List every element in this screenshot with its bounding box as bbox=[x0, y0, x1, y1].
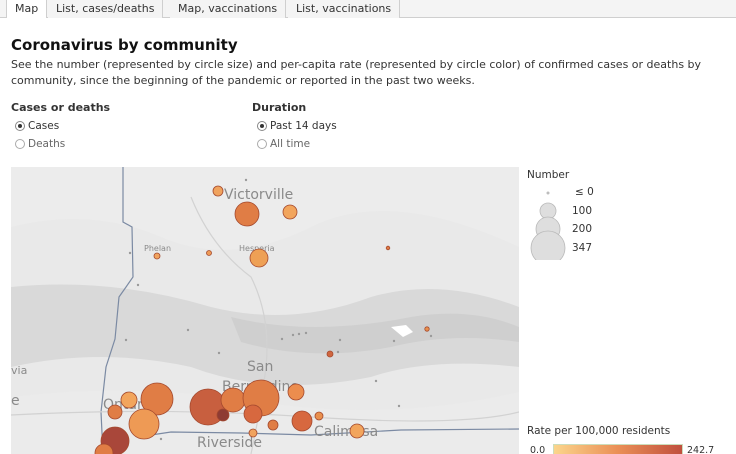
radio-cases-label: Cases bbox=[28, 120, 60, 132]
place-label: San bbox=[247, 359, 273, 375]
zero-case-points bbox=[124, 178, 433, 441]
community-circle[interactable] bbox=[249, 248, 269, 268]
tab-map[interactable]: Map bbox=[6, 0, 48, 18]
community-point[interactable] bbox=[336, 350, 340, 354]
community-point[interactable] bbox=[186, 328, 190, 332]
radio-past-14-days[interactable]: Past 14 days bbox=[255, 119, 337, 133]
community-point[interactable] bbox=[280, 337, 284, 341]
community-point[interactable] bbox=[429, 334, 433, 338]
community-circle[interactable] bbox=[220, 387, 246, 413]
community-circle[interactable] bbox=[212, 185, 224, 197]
radio-selected-icon bbox=[257, 121, 267, 131]
radio-deaths-label: Deaths bbox=[28, 138, 66, 150]
community-circle[interactable] bbox=[94, 443, 114, 454]
community-circle[interactable] bbox=[107, 404, 123, 420]
community-point[interactable] bbox=[297, 332, 301, 336]
radio-all-time[interactable]: All time bbox=[255, 137, 310, 151]
terrain-shade bbox=[11, 167, 519, 250]
radio-all-time-label: All time bbox=[270, 138, 311, 150]
page-title: Coronavirus by community bbox=[11, 36, 238, 54]
community-circle[interactable] bbox=[153, 252, 161, 260]
community-circle[interactable] bbox=[140, 382, 174, 416]
community-circle[interactable] bbox=[349, 423, 365, 439]
number-legend-title: Number bbox=[527, 169, 570, 181]
community-circle[interactable] bbox=[234, 201, 260, 227]
radio-cases[interactable]: Cases bbox=[13, 119, 59, 133]
rate-color-scale bbox=[553, 444, 683, 454]
community-circle[interactable] bbox=[128, 408, 160, 440]
place-label: Victorville bbox=[224, 187, 293, 203]
place-label: via bbox=[11, 364, 27, 377]
mountain-ridge bbox=[231, 313, 519, 354]
radio-unselected-icon bbox=[257, 139, 267, 149]
community-point[interactable] bbox=[124, 338, 128, 342]
community-circle[interactable] bbox=[206, 250, 212, 256]
community-circle[interactable] bbox=[291, 410, 313, 432]
tab-bar: Map List, cases/deaths Map, vaccinations… bbox=[0, 0, 736, 18]
community-point[interactable] bbox=[338, 338, 342, 342]
map-canvas: Victorville Phelan Hesperia San Bernardi… bbox=[11, 167, 519, 454]
tab-list-vaccinations[interactable]: List, vaccinations bbox=[288, 0, 401, 18]
radio-deaths[interactable]: Deaths bbox=[13, 137, 65, 151]
place-label: Calimesa bbox=[314, 424, 378, 440]
community-circle[interactable] bbox=[282, 204, 298, 220]
radio-unselected-icon bbox=[15, 139, 25, 149]
tab-list-cases-deaths[interactable]: List, cases/deaths bbox=[48, 0, 164, 18]
community-circle[interactable] bbox=[120, 391, 138, 409]
community-point[interactable] bbox=[128, 251, 132, 255]
place-label: Phelan bbox=[144, 244, 171, 253]
legend-circle-icon bbox=[530, 230, 566, 260]
community-circle[interactable] bbox=[216, 408, 230, 422]
county-line bbox=[100, 167, 134, 454]
community-circle[interactable] bbox=[385, 245, 391, 251]
community-point[interactable] bbox=[159, 437, 163, 441]
community-point[interactable] bbox=[392, 339, 396, 343]
community-circle[interactable] bbox=[287, 383, 305, 401]
community-map[interactable]: Victorville Phelan Hesperia San Bernardi… bbox=[11, 167, 519, 454]
page-description: See the number (represented by circle si… bbox=[11, 58, 702, 87]
community-circle[interactable] bbox=[314, 411, 324, 421]
radio-selected-icon bbox=[15, 121, 25, 131]
community-circle[interactable] bbox=[326, 350, 334, 358]
duration-heading: Duration bbox=[252, 101, 307, 114]
community-point[interactable] bbox=[217, 351, 221, 355]
case-circles bbox=[94, 185, 430, 454]
community-circle[interactable] bbox=[267, 419, 279, 431]
lake bbox=[391, 325, 413, 337]
community-point[interactable] bbox=[397, 404, 401, 408]
community-point[interactable] bbox=[374, 379, 378, 383]
tab-map-vaccinations[interactable]: Map, vaccinations bbox=[170, 0, 287, 18]
place-label: Hesperia bbox=[239, 244, 275, 253]
number-legend-label: 100 bbox=[572, 205, 593, 217]
community-circle[interactable] bbox=[248, 428, 258, 438]
community-circle[interactable] bbox=[243, 404, 263, 424]
radio-past-14-days-label: Past 14 days bbox=[270, 120, 337, 132]
number-legend-label: 347 bbox=[572, 242, 593, 254]
community-point[interactable] bbox=[304, 331, 308, 335]
community-point[interactable] bbox=[136, 283, 140, 287]
community-point[interactable] bbox=[291, 333, 295, 337]
number-legend-circles bbox=[530, 191, 566, 260]
rate-legend-min: 0.0 bbox=[530, 445, 546, 454]
place-label: e bbox=[11, 393, 20, 409]
cases-deaths-heading: Cases or deaths bbox=[11, 101, 111, 114]
place-label: Riverside bbox=[197, 435, 262, 451]
community-point[interactable] bbox=[244, 178, 248, 182]
number-legend-label: 200 bbox=[572, 223, 593, 235]
rate-legend-max: 242.7 bbox=[687, 445, 715, 454]
county-line bbox=[150, 428, 519, 436]
rate-legend-title: Rate per 100,000 residents bbox=[527, 425, 671, 437]
legend-circle-icon bbox=[546, 191, 550, 195]
number-legend-label: ≤ 0 bbox=[575, 186, 594, 198]
community-circle[interactable] bbox=[424, 326, 430, 332]
